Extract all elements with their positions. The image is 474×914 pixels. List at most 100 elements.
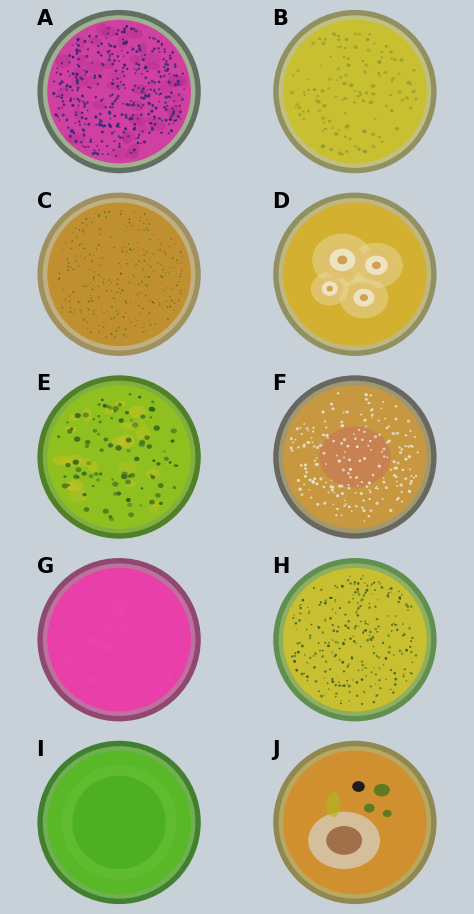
Ellipse shape [163,451,166,452]
Ellipse shape [342,469,345,472]
Ellipse shape [156,607,160,610]
Ellipse shape [76,237,78,239]
Ellipse shape [165,674,173,679]
Ellipse shape [375,674,377,675]
Ellipse shape [82,493,87,496]
Ellipse shape [149,122,151,124]
Ellipse shape [137,118,145,126]
Ellipse shape [122,83,125,86]
Ellipse shape [76,79,79,82]
Ellipse shape [391,77,395,80]
Ellipse shape [390,587,393,590]
Ellipse shape [361,664,364,666]
Ellipse shape [347,487,350,490]
Ellipse shape [58,95,60,98]
Ellipse shape [181,262,182,263]
Ellipse shape [111,479,114,481]
Ellipse shape [357,602,359,604]
Ellipse shape [348,685,351,687]
Ellipse shape [108,58,111,61]
Ellipse shape [71,248,73,249]
Ellipse shape [128,393,132,396]
Ellipse shape [310,437,312,439]
Ellipse shape [143,141,144,143]
Ellipse shape [172,112,174,115]
Ellipse shape [69,75,70,77]
Ellipse shape [150,122,152,124]
Ellipse shape [118,606,126,612]
Ellipse shape [111,93,114,96]
Ellipse shape [134,84,137,87]
Ellipse shape [373,636,374,637]
Ellipse shape [62,484,68,488]
Ellipse shape [168,123,170,125]
Ellipse shape [150,416,152,419]
Ellipse shape [169,118,172,121]
Ellipse shape [385,45,388,48]
Ellipse shape [383,455,385,458]
Ellipse shape [145,294,146,296]
Ellipse shape [290,437,293,440]
Ellipse shape [71,129,74,133]
Ellipse shape [118,135,120,137]
Ellipse shape [322,650,323,652]
Ellipse shape [88,308,90,310]
Ellipse shape [342,643,345,645]
Ellipse shape [339,659,341,661]
Ellipse shape [85,74,86,75]
Ellipse shape [62,307,64,308]
Ellipse shape [107,50,109,53]
Ellipse shape [331,127,334,129]
Ellipse shape [398,73,401,75]
Ellipse shape [139,42,147,55]
Ellipse shape [356,95,360,98]
Ellipse shape [318,643,319,644]
Ellipse shape [109,118,111,120]
Ellipse shape [121,30,124,34]
Ellipse shape [152,253,154,254]
Ellipse shape [376,694,378,696]
Ellipse shape [153,302,154,303]
Ellipse shape [122,102,124,104]
Ellipse shape [116,85,119,88]
Ellipse shape [157,604,163,610]
Ellipse shape [336,508,338,510]
Ellipse shape [123,316,124,317]
Ellipse shape [142,58,145,61]
Ellipse shape [118,327,120,329]
Ellipse shape [142,104,145,106]
Ellipse shape [384,418,386,420]
Ellipse shape [344,685,345,686]
Ellipse shape [103,279,104,280]
Ellipse shape [125,328,126,330]
Ellipse shape [122,472,128,476]
Ellipse shape [75,48,79,52]
Ellipse shape [374,667,375,668]
Ellipse shape [389,589,390,590]
Ellipse shape [321,411,324,414]
Ellipse shape [93,77,96,79]
Ellipse shape [324,620,327,622]
Ellipse shape [76,81,79,84]
Ellipse shape [383,810,392,817]
Ellipse shape [74,122,76,123]
Ellipse shape [319,604,320,606]
Ellipse shape [376,486,378,487]
Ellipse shape [159,75,162,78]
Ellipse shape [108,123,111,126]
Ellipse shape [179,276,181,277]
Ellipse shape [87,60,103,73]
Ellipse shape [70,130,71,131]
Ellipse shape [175,74,178,78]
Ellipse shape [181,292,182,294]
Ellipse shape [411,90,416,93]
Ellipse shape [373,581,375,584]
Ellipse shape [69,134,72,138]
Ellipse shape [374,589,376,591]
Ellipse shape [388,597,389,598]
Ellipse shape [373,652,375,654]
Ellipse shape [72,104,74,107]
Ellipse shape [114,100,116,102]
Ellipse shape [91,41,93,44]
Ellipse shape [324,695,325,696]
